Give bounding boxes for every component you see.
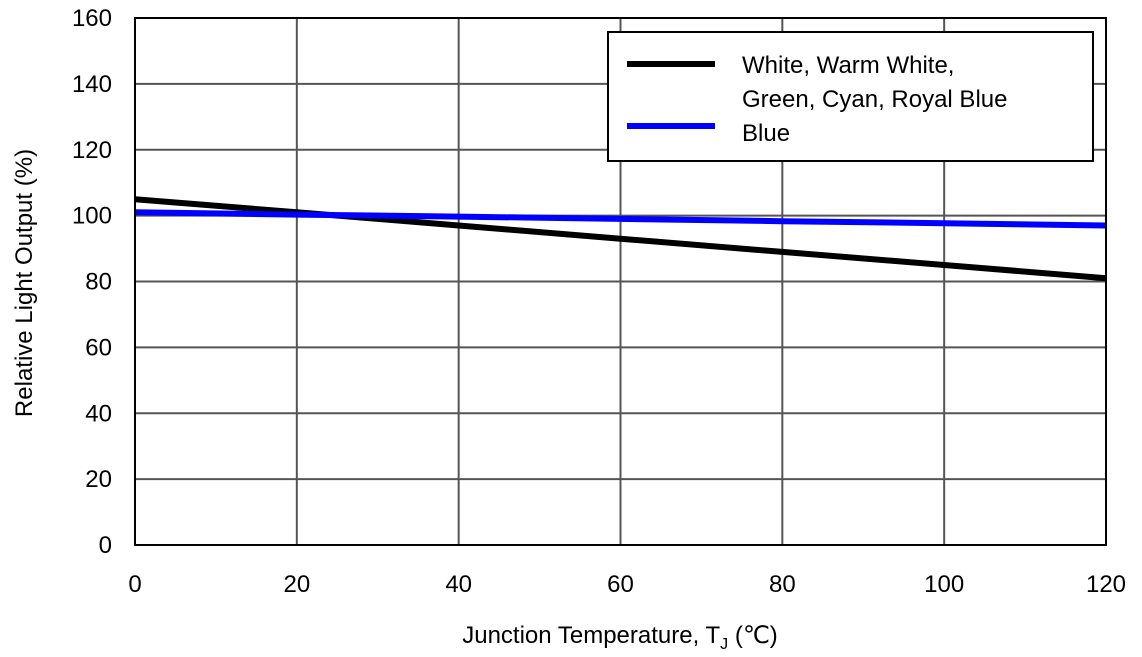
x-tick-label: 0: [128, 571, 141, 598]
x-tick-label: 80: [769, 571, 796, 598]
y-axis-label: Relative Light Output (%): [11, 149, 38, 417]
x-tick-label: 120: [1086, 571, 1126, 598]
x-tick-label: 100: [924, 571, 964, 598]
y-tick-label: 80: [85, 269, 112, 296]
x-axis-label: Junction Temperature, TJ (℃): [462, 622, 778, 653]
legend-label-white-line2: Green, Cyan, Royal Blue: [742, 86, 1007, 113]
x-tick-labels: 0 20 40 60 80 100 120: [128, 571, 1126, 598]
y-tick-label: 140: [72, 71, 112, 98]
series-line-blue: [134, 209, 1107, 229]
legend-label-blue: Blue: [742, 120, 790, 147]
y-tick-label: 60: [85, 334, 112, 361]
y-tick-label: 100: [72, 203, 112, 230]
y-tick-label: 0: [99, 532, 112, 559]
y-tick-label: 40: [85, 400, 112, 427]
plot-frame: [134, 17, 1107, 546]
legend-label-white-line1: White, Warm White,: [742, 52, 954, 79]
x-axis-label-main: Junction Temperature, T: [462, 622, 720, 649]
y-tick-label: 120: [72, 137, 112, 164]
y-tick-label: 160: [72, 5, 112, 32]
x-axis-label-subscript: J: [720, 636, 728, 653]
y-tick-label: 20: [85, 466, 112, 493]
x-tick-label: 40: [445, 571, 472, 598]
series-lines: [134, 196, 1107, 282]
x-tick-label: 20: [283, 571, 310, 598]
legend-box: [607, 31, 1094, 162]
y-tick-labels: 0 20 40 60 80 100 120 140 160: [72, 5, 112, 559]
x-tick-label: 60: [607, 571, 634, 598]
legend: White, Warm White, Green, Cyan, Royal Bl…: [607, 31, 1094, 162]
x-axis-label-unit: (℃): [728, 622, 778, 649]
